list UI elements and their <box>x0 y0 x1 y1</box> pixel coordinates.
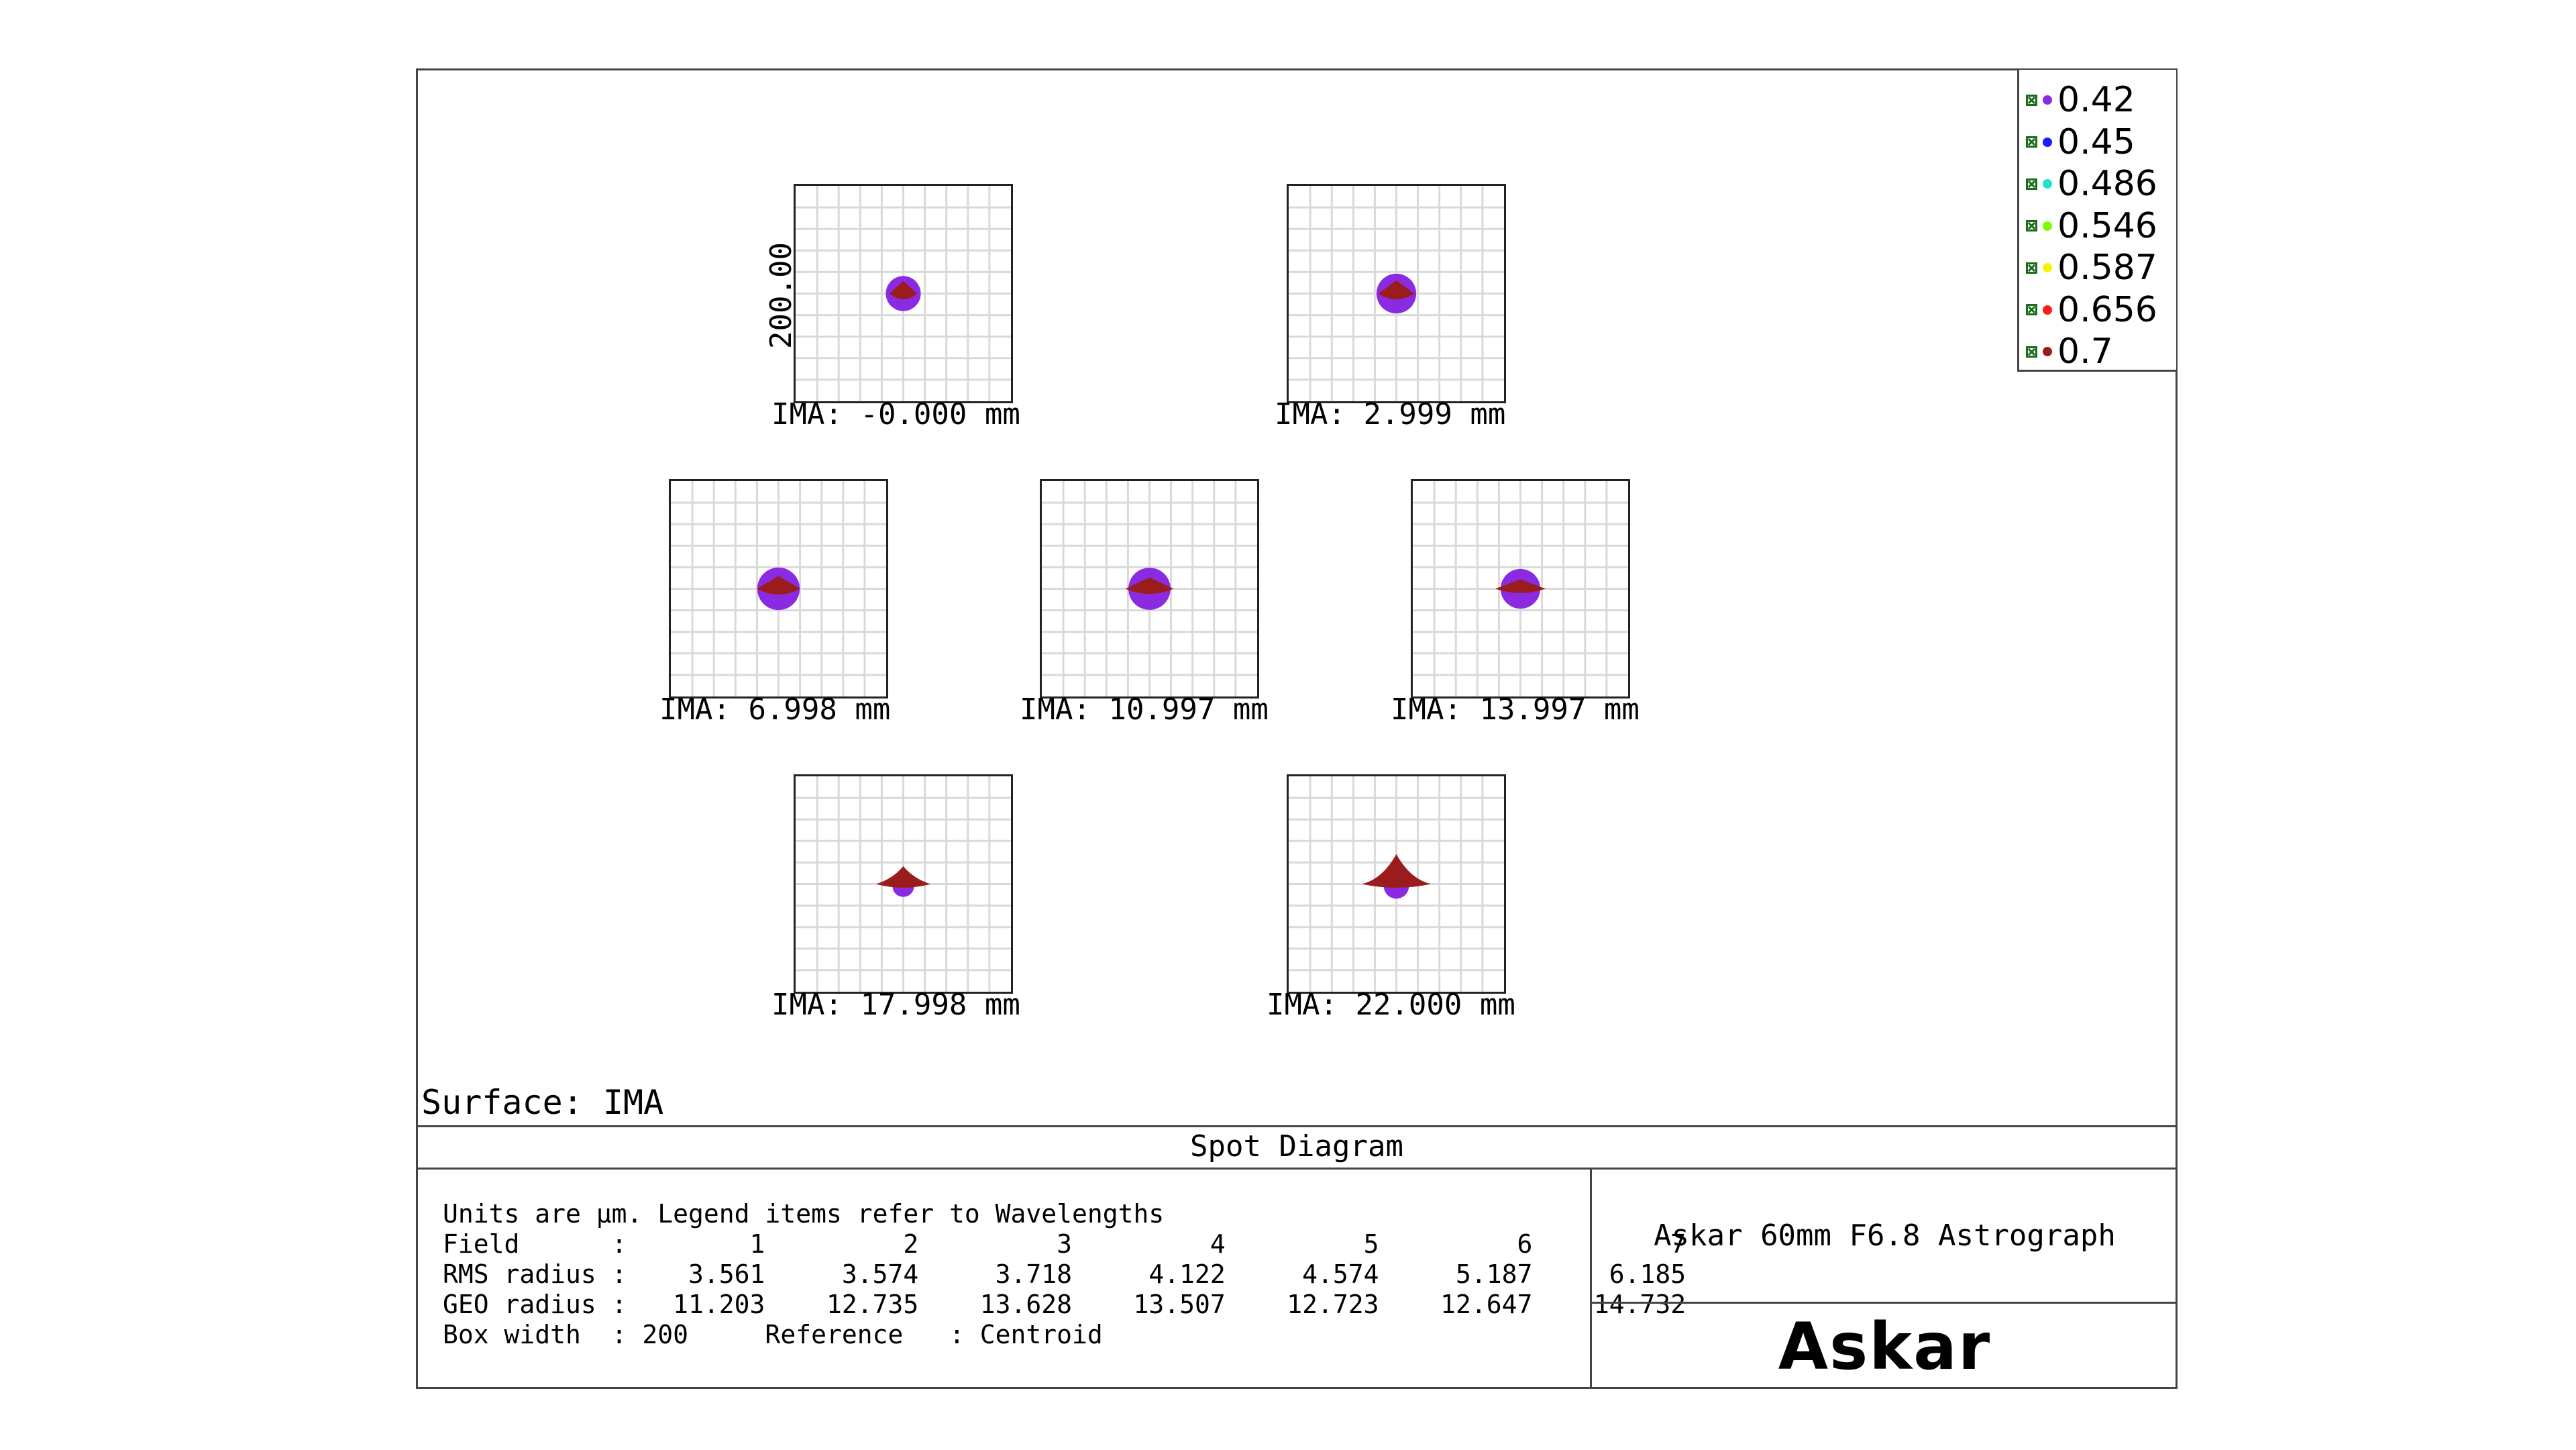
legend-item: 0.486 <box>2019 163 2157 205</box>
legend-item: 0.42 <box>2019 79 2135 121</box>
spot-plot-field-3 <box>669 479 888 698</box>
wavelength-legend: 0.42 0.45 0.486 0.546 0.587 0.656 0.7 <box>2017 70 2176 372</box>
spot-plot-field-7 <box>1287 774 1506 994</box>
info-line: Units are µm. Legend items refer to Wave… <box>443 1199 1165 1229</box>
spot-plot-field-6 <box>794 774 1013 994</box>
legend-label: 0.656 <box>2057 289 2157 330</box>
checkbox-icon <box>2026 94 2037 106</box>
legend-color-dot <box>2043 347 2052 356</box>
spot-marker-long-wave <box>1495 579 1546 593</box>
legend-item: 0.7 <box>2019 331 2113 372</box>
field-label: IMA: 10.997 mm <box>1020 692 1269 727</box>
checkbox-icon <box>2026 178 2037 190</box>
legend-label: 0.546 <box>2057 205 2157 246</box>
field-label: IMA: -0.000 mm <box>771 397 1020 431</box>
spot-plot-svg <box>796 186 1011 401</box>
info-block: Units are µm. Legend items refer to Wave… <box>443 1199 1686 1350</box>
divider <box>1590 1302 2178 1304</box>
legend-item: 0.45 <box>2019 121 2135 163</box>
legend-label: 0.45 <box>2057 121 2135 162</box>
plot-frame <box>416 68 2178 1389</box>
spot-marker-long-wave <box>757 576 800 595</box>
checkbox-icon <box>2026 304 2037 315</box>
spot-plot-svg <box>1289 186 1504 401</box>
spot-plot-field-2 <box>1287 184 1506 403</box>
info-line: RMS radius : 3.561 3.574 3.718 4.122 4.5… <box>443 1259 1686 1289</box>
field-label: IMA: 13.997 mm <box>1391 692 1640 727</box>
info-line: Box width : 200 Reference : Centroid <box>443 1320 1103 1349</box>
legend-label: 0.42 <box>2057 80 2135 120</box>
legend-item: 0.587 <box>2019 247 2157 289</box>
legend-item: 0.656 <box>2019 289 2157 331</box>
spot-plot-svg <box>1413 481 1628 696</box>
spot-marker-long-wave <box>1378 280 1415 300</box>
spot-plot-svg <box>1042 481 1257 696</box>
askar-logo: Askar <box>1778 1308 1992 1384</box>
spot-plot-field-5 <box>1411 479 1630 698</box>
spot-marker-long-wave <box>1125 577 1174 594</box>
field-label: IMA: 22.000 mm <box>1267 988 1515 1022</box>
checkbox-icon <box>2026 136 2037 148</box>
spot-marker-long-wave <box>875 866 931 888</box>
checkbox-icon <box>2026 262 2037 274</box>
field-label: IMA: 17.998 mm <box>771 988 1020 1022</box>
field-label: IMA: 6.998 mm <box>659 692 891 727</box>
spot-marker-long-wave <box>1362 853 1431 888</box>
legend-label: 0.587 <box>2057 248 2157 288</box>
scale-label: 200.00 <box>764 242 798 349</box>
legend-color-dot <box>2043 221 2052 231</box>
legend-color-dot <box>2043 137 2052 147</box>
checkbox-icon <box>2026 346 2037 358</box>
spot-plot-field-4 <box>1040 479 1259 698</box>
field-label: IMA: 2.999 mm <box>1275 397 1506 431</box>
system-name: Askar 60mm F6.8 Astrograph <box>1654 1219 2116 1253</box>
chart-title: Spot Diagram <box>416 1125 2178 1170</box>
surface-label: Surface: IMA <box>421 1083 664 1122</box>
legend-item: 0.546 <box>2019 205 2157 247</box>
spot-marker-long-wave <box>890 280 917 299</box>
legend-color-dot <box>2043 305 2052 315</box>
legend-color-dot <box>2043 95 2052 105</box>
spot-plot-field-1 <box>794 184 1013 403</box>
info-line: Field : 1 2 3 4 5 6 7 <box>443 1229 1686 1259</box>
spot-plot-svg <box>1289 776 1504 992</box>
legend-label: 0.486 <box>2057 164 2157 204</box>
spot-plot-svg <box>671 481 886 696</box>
checkbox-icon <box>2026 220 2037 231</box>
legend-color-dot <box>2043 179 2052 189</box>
legend-label: 0.7 <box>2057 331 2113 372</box>
spot-plot-svg <box>796 776 1011 992</box>
info-line: GEO radius : 11.203 12.735 13.628 13.507… <box>443 1290 1686 1319</box>
legend-color-dot <box>2043 263 2052 272</box>
divider <box>1590 1170 1592 1389</box>
